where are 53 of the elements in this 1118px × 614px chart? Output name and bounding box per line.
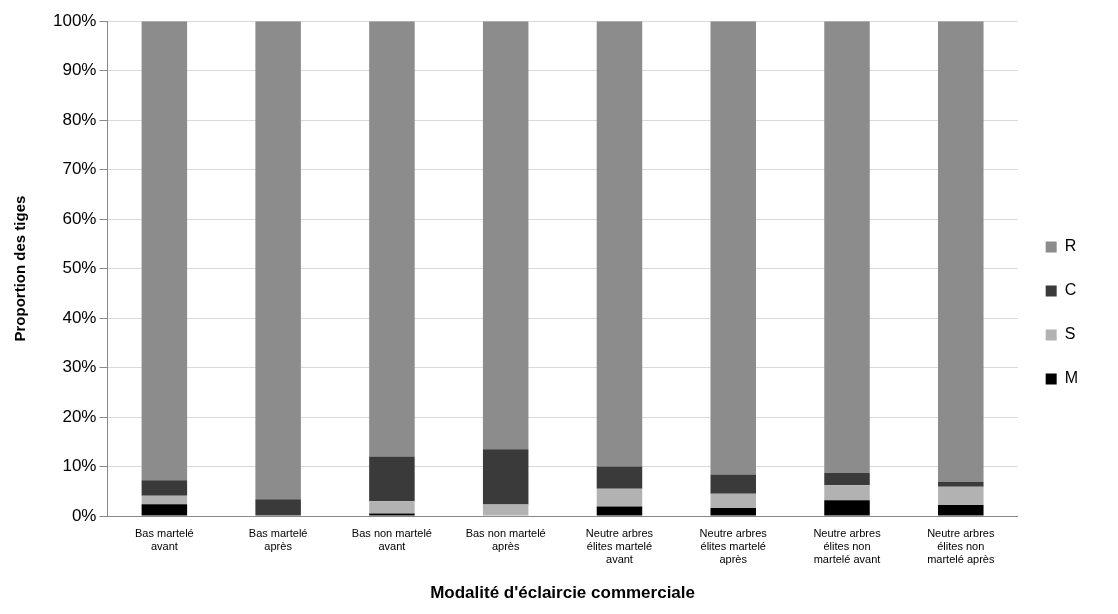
bar [938, 481, 984, 487]
y-tick-label: 90% [62, 60, 97, 80]
x-axis-title: Modalité d'éclaircie commerciale [430, 583, 695, 603]
bar [255, 21, 301, 500]
bar [710, 493, 756, 509]
x-tick-label: Bas non martelé avant [351, 526, 432, 552]
bar [482, 21, 529, 450]
bar [596, 21, 643, 467]
x-tick-label: Neutre arbres élites non martelé avant [813, 526, 882, 566]
legend-label: S [1064, 325, 1076, 343]
y-tick-label: 0% [71, 505, 97, 525]
bar [824, 21, 870, 473]
x-tick-label: Neutre arbres élites non martelé après [927, 526, 995, 566]
bar [482, 504, 529, 516]
legend-label: M [1064, 369, 1078, 387]
legend-label: C [1064, 281, 1077, 299]
bar [710, 508, 756, 516]
bar [369, 21, 415, 457]
bar [141, 495, 188, 505]
bar [938, 21, 984, 482]
bar [141, 480, 188, 496]
y-tick-label: 20% [62, 406, 97, 426]
y-tick-label: 60% [62, 208, 97, 228]
bar [710, 474, 756, 494]
bar [369, 456, 415, 502]
y-tick-label: 30% [62, 357, 97, 377]
bar [710, 21, 756, 475]
y-tick-label: 40% [62, 307, 97, 327]
bar [824, 485, 870, 501]
y-tick-label: 50% [62, 258, 97, 278]
bar [369, 501, 415, 514]
bar [824, 500, 870, 516]
x-tick-label: Neutre arbres élites martelé avant [585, 526, 654, 566]
bar [482, 449, 529, 505]
bar [938, 505, 984, 516]
bar [141, 21, 188, 481]
y-axis-title: Proportion des tiges [11, 195, 29, 342]
x-tick-label: Bas martelé après [248, 526, 308, 552]
legend-label: R [1064, 237, 1077, 255]
x-tick-label: Neutre arbres élites martelé après [699, 526, 768, 566]
bar [596, 466, 643, 489]
y-tick-label: 100% [53, 10, 97, 30]
x-tick-label: Bas non martelé après [465, 526, 546, 552]
bar [596, 488, 643, 507]
x-tick-label: Bas martelé avant [135, 526, 194, 552]
y-tick-label: 80% [62, 109, 97, 129]
y-tick-label: 70% [62, 159, 97, 179]
bar [824, 472, 870, 486]
bar [596, 506, 643, 516]
bar [938, 486, 984, 506]
bar [141, 504, 188, 516]
bar [255, 499, 301, 516]
y-tick-label: 10% [62, 456, 97, 476]
